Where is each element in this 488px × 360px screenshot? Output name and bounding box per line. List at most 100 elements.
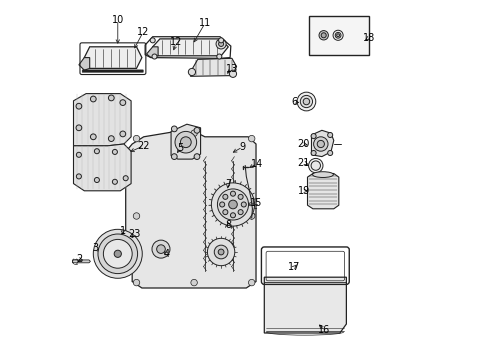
Circle shape bbox=[223, 194, 227, 199]
Circle shape bbox=[317, 140, 324, 148]
Polygon shape bbox=[152, 39, 228, 56]
Ellipse shape bbox=[312, 172, 333, 177]
Circle shape bbox=[216, 54, 222, 59]
Text: 6: 6 bbox=[291, 96, 297, 107]
Circle shape bbox=[175, 131, 196, 153]
Circle shape bbox=[171, 126, 177, 132]
Circle shape bbox=[133, 213, 140, 219]
Polygon shape bbox=[72, 260, 90, 263]
Circle shape bbox=[300, 95, 312, 108]
Text: 16: 16 bbox=[318, 325, 330, 336]
Circle shape bbox=[76, 152, 81, 157]
Circle shape bbox=[108, 136, 114, 141]
Circle shape bbox=[217, 189, 248, 220]
Polygon shape bbox=[311, 130, 333, 157]
Circle shape bbox=[335, 32, 340, 38]
Text: 10: 10 bbox=[111, 15, 123, 25]
Text: 13: 13 bbox=[225, 64, 238, 74]
Text: 19: 19 bbox=[297, 186, 309, 196]
Text: 7: 7 bbox=[224, 179, 231, 189]
Circle shape bbox=[98, 234, 137, 274]
Text: 17: 17 bbox=[287, 262, 300, 272]
Polygon shape bbox=[73, 144, 131, 191]
Circle shape bbox=[133, 279, 140, 286]
Circle shape bbox=[211, 183, 254, 226]
Text: 23: 23 bbox=[128, 229, 141, 239]
Circle shape bbox=[76, 103, 81, 109]
Circle shape bbox=[219, 202, 224, 207]
Circle shape bbox=[308, 158, 322, 173]
Circle shape bbox=[230, 191, 235, 196]
Polygon shape bbox=[79, 58, 89, 70]
Circle shape bbox=[207, 238, 234, 266]
Text: 9: 9 bbox=[239, 142, 245, 152]
Circle shape bbox=[218, 41, 223, 46]
Bar bbox=[309, 16, 368, 55]
Circle shape bbox=[238, 210, 243, 215]
Polygon shape bbox=[146, 47, 158, 58]
Circle shape bbox=[171, 154, 177, 159]
Circle shape bbox=[218, 38, 223, 43]
Polygon shape bbox=[125, 131, 256, 288]
Circle shape bbox=[112, 179, 117, 184]
Circle shape bbox=[248, 213, 254, 219]
Circle shape bbox=[321, 33, 325, 38]
Text: 2: 2 bbox=[76, 254, 82, 264]
Text: 20: 20 bbox=[297, 139, 309, 149]
Circle shape bbox=[336, 34, 339, 37]
Circle shape bbox=[310, 134, 316, 139]
Circle shape bbox=[123, 176, 128, 181]
Circle shape bbox=[93, 229, 142, 278]
Polygon shape bbox=[73, 94, 131, 146]
Circle shape bbox=[90, 134, 96, 140]
Circle shape bbox=[120, 100, 125, 105]
FancyBboxPatch shape bbox=[82, 70, 143, 72]
Circle shape bbox=[230, 213, 235, 218]
Circle shape bbox=[76, 125, 81, 131]
Circle shape bbox=[216, 39, 225, 49]
Circle shape bbox=[133, 135, 140, 142]
Circle shape bbox=[318, 31, 328, 40]
Circle shape bbox=[310, 161, 320, 170]
Circle shape bbox=[310, 150, 316, 156]
Circle shape bbox=[152, 54, 157, 59]
Circle shape bbox=[313, 137, 327, 151]
Circle shape bbox=[332, 30, 343, 40]
Text: 21: 21 bbox=[297, 158, 309, 168]
Circle shape bbox=[218, 249, 224, 255]
Circle shape bbox=[214, 245, 227, 259]
Circle shape bbox=[190, 130, 197, 136]
Circle shape bbox=[194, 127, 200, 133]
Circle shape bbox=[120, 131, 125, 137]
Text: 8: 8 bbox=[225, 220, 231, 230]
Circle shape bbox=[114, 250, 121, 257]
Text: 1: 1 bbox=[120, 226, 125, 236]
Circle shape bbox=[248, 135, 254, 142]
Polygon shape bbox=[190, 58, 236, 76]
Circle shape bbox=[241, 202, 246, 207]
Circle shape bbox=[303, 98, 309, 105]
Circle shape bbox=[248, 279, 254, 286]
Polygon shape bbox=[84, 47, 142, 68]
Text: 18: 18 bbox=[362, 33, 374, 43]
Circle shape bbox=[103, 239, 132, 268]
Polygon shape bbox=[264, 277, 346, 333]
Text: 14: 14 bbox=[250, 159, 263, 169]
Circle shape bbox=[228, 200, 237, 209]
Text: 11: 11 bbox=[198, 18, 211, 28]
Circle shape bbox=[190, 279, 197, 286]
Text: 15: 15 bbox=[249, 198, 262, 208]
Circle shape bbox=[327, 150, 332, 156]
Circle shape bbox=[180, 137, 191, 148]
Circle shape bbox=[94, 177, 99, 183]
Circle shape bbox=[223, 210, 227, 215]
Circle shape bbox=[112, 149, 117, 154]
Polygon shape bbox=[171, 124, 200, 159]
Circle shape bbox=[90, 96, 96, 102]
Circle shape bbox=[194, 154, 200, 159]
Text: 3: 3 bbox=[93, 243, 99, 253]
Circle shape bbox=[188, 68, 195, 76]
Circle shape bbox=[76, 174, 81, 179]
Circle shape bbox=[156, 245, 165, 253]
Text: 12: 12 bbox=[137, 27, 149, 37]
